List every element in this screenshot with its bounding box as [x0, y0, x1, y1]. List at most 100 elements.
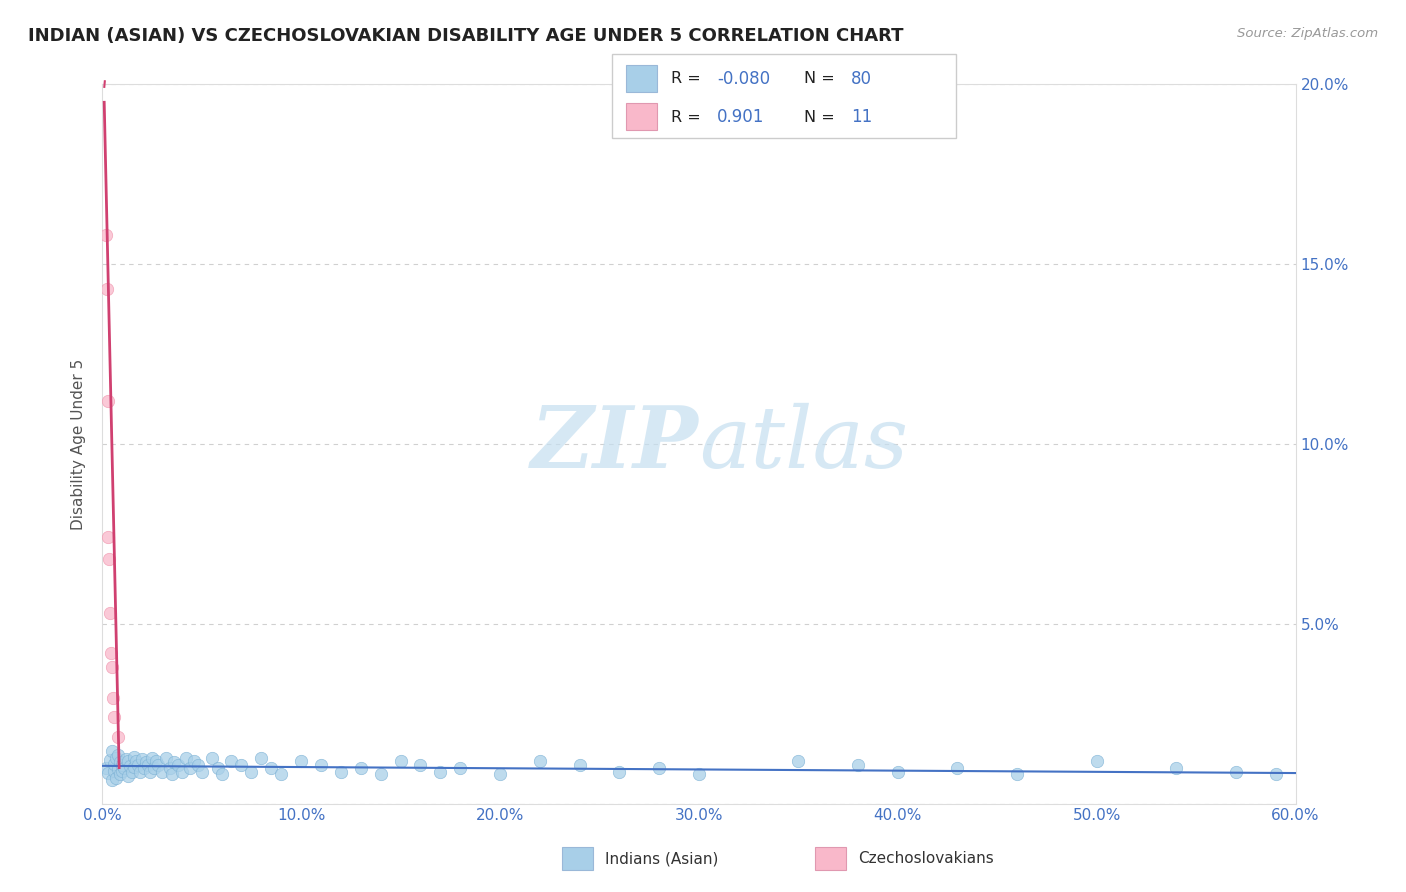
- Text: ZIP: ZIP: [531, 402, 699, 486]
- Point: [96, 761, 118, 775]
- Point: [108, 767, 131, 781]
- Text: Indians (Asian): Indians (Asian): [605, 852, 718, 866]
- Point: [136, 757, 159, 772]
- Text: INDIAN (ASIAN) VS CZECHOSLOVAKIAN DISABILITY AGE UNDER 5 CORRELATION CHART: INDIAN (ASIAN) VS CZECHOSLOVAKIAN DISABI…: [28, 27, 904, 45]
- Point: [131, 752, 153, 766]
- Text: 0.901: 0.901: [717, 108, 765, 126]
- Point: [103, 710, 125, 724]
- Point: [568, 757, 591, 772]
- Point: [201, 750, 224, 764]
- Point: [187, 757, 209, 772]
- Point: [135, 756, 157, 770]
- Point: [688, 767, 710, 781]
- Point: [98, 754, 121, 768]
- Point: [163, 756, 186, 770]
- Point: [111, 757, 134, 772]
- Point: [1005, 767, 1028, 781]
- Point: [111, 764, 134, 778]
- Point: [121, 764, 143, 779]
- Point: [155, 750, 177, 764]
- Point: [97, 766, 120, 780]
- Point: [150, 764, 173, 779]
- Point: [529, 754, 551, 768]
- Point: [250, 750, 273, 764]
- Point: [117, 754, 139, 768]
- Point: [107, 730, 129, 744]
- Point: [183, 754, 205, 768]
- Point: [190, 764, 212, 779]
- Point: [145, 754, 167, 768]
- Point: [98, 606, 121, 620]
- Point: [231, 757, 253, 772]
- Point: [887, 764, 910, 779]
- Point: [1166, 761, 1188, 775]
- Point: [211, 767, 233, 781]
- Point: [142, 761, 165, 775]
- Point: [166, 757, 188, 772]
- Point: [107, 747, 129, 762]
- Point: [270, 767, 292, 781]
- Text: -0.080: -0.080: [717, 70, 770, 88]
- Point: [127, 757, 149, 772]
- Point: [115, 752, 138, 766]
- Point: [122, 750, 145, 764]
- Point: [648, 761, 671, 775]
- Point: [105, 750, 128, 764]
- Point: [125, 754, 148, 768]
- Text: atlas: atlas: [699, 402, 908, 485]
- Point: [489, 767, 512, 781]
- Point: [97, 531, 120, 545]
- Point: [370, 767, 392, 781]
- Point: [103, 757, 125, 772]
- Point: [101, 690, 124, 705]
- Point: [132, 761, 155, 775]
- Point: [329, 764, 352, 779]
- Text: Source: ZipAtlas.com: Source: ZipAtlas.com: [1237, 27, 1378, 40]
- Point: [389, 754, 412, 768]
- Point: [170, 764, 193, 779]
- Point: [141, 750, 163, 764]
- Point: [787, 754, 810, 768]
- Point: [846, 757, 869, 772]
- Point: [139, 764, 162, 779]
- Point: [103, 764, 125, 779]
- Point: [101, 660, 124, 674]
- Point: [129, 764, 152, 779]
- Point: [117, 768, 139, 782]
- Point: [105, 771, 128, 785]
- Text: 80: 80: [851, 70, 872, 88]
- Text: N =: N =: [804, 110, 841, 125]
- Point: [174, 750, 197, 764]
- Text: N =: N =: [804, 71, 841, 87]
- Point: [1225, 764, 1247, 779]
- Point: [146, 757, 169, 772]
- Point: [179, 761, 201, 775]
- Point: [122, 760, 145, 774]
- Point: [107, 763, 129, 777]
- Point: [429, 764, 451, 779]
- Point: [309, 757, 332, 772]
- Point: [112, 761, 135, 775]
- Text: R =: R =: [671, 110, 706, 125]
- Point: [1085, 754, 1108, 768]
- Point: [108, 756, 131, 770]
- Text: Czechoslovakians: Czechoslovakians: [858, 852, 994, 866]
- Text: 11: 11: [851, 108, 872, 126]
- Point: [101, 744, 124, 758]
- Y-axis label: Disability Age Under 5: Disability Age Under 5: [72, 359, 86, 530]
- Point: [207, 761, 229, 775]
- Point: [946, 761, 969, 775]
- Point: [409, 757, 432, 772]
- Point: [120, 759, 142, 773]
- Point: [96, 282, 118, 296]
- Point: [240, 764, 263, 779]
- Point: [98, 552, 121, 566]
- Point: [221, 754, 243, 768]
- Point: [97, 393, 120, 408]
- Point: [100, 646, 122, 660]
- Point: [290, 754, 312, 768]
- Point: [101, 773, 124, 788]
- Point: [160, 767, 183, 781]
- Point: [260, 761, 283, 775]
- Point: [159, 761, 181, 775]
